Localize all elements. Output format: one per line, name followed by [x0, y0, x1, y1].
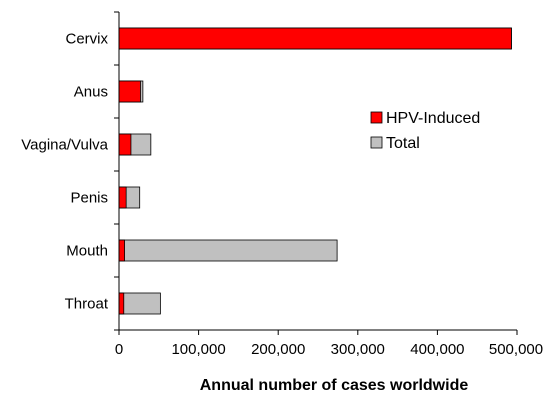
category-label-penis: Penis	[70, 190, 108, 207]
category-labels: Cervix Anus Vagina/Vulva Penis Mouth Throat	[21, 11, 119, 331]
x-tick-label-5: 500,000	[489, 341, 543, 358]
bars-layer	[118, 27, 512, 315]
category-label-anus: Anus	[74, 84, 108, 101]
x-tick-label-0: 0	[115, 341, 123, 358]
x-axis-ticks: 0 100,000 200,000 300,000 400,000 500,000	[115, 330, 543, 358]
bar-hpv-induced-mouth	[118, 239, 125, 262]
x-tick-label-4: 400,000	[410, 341, 464, 358]
legend-swatch-total	[370, 136, 383, 149]
bar-total-throat	[118, 292, 161, 315]
category-label-vagina-vulva: Vagina/Vulva	[21, 137, 108, 154]
legend: HPV-Induced Total	[370, 110, 480, 152]
x-tick-label-2: 200,000	[251, 341, 305, 358]
axis-layer	[118, 12, 517, 331]
category-label-mouth: Mouth	[66, 243, 108, 260]
x-axis-title: Annual number of cases worldwide	[200, 377, 469, 394]
bar-total-mouth	[118, 239, 338, 262]
bar-hpv-induced-throat	[118, 292, 125, 315]
legend-swatch-hpv-induced	[370, 111, 383, 124]
bar-hpv-induced-cervix	[118, 27, 512, 50]
category-label-cervix: Cervix	[65, 31, 108, 48]
legend-label-hpv-induced: HPV-Induced	[386, 110, 480, 127]
category-label-throat: Throat	[65, 296, 109, 313]
x-tick-label-3: 300,000	[331, 341, 385, 358]
bar-hpv-induced-penis	[118, 186, 127, 209]
x-tick-label-1: 100,000	[171, 341, 225, 358]
bar-hpv-induced-anus	[118, 80, 141, 103]
bar-hpv-induced-vagina-vulva	[118, 133, 132, 156]
legend-label-total: Total	[386, 135, 420, 152]
